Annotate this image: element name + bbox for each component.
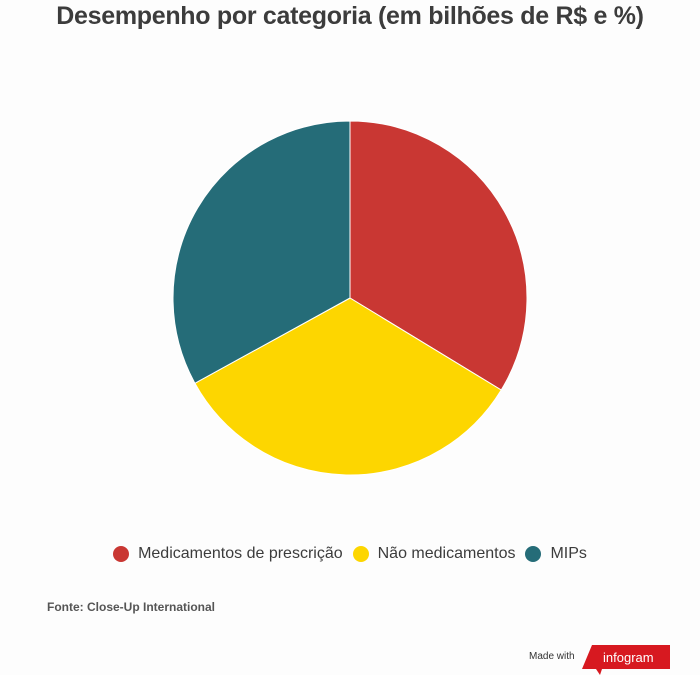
legend: Medicamentos de prescrição Não medicamen… bbox=[0, 545, 700, 563]
pie-slice-0[interactable] bbox=[349, 120, 528, 391]
legend-swatch bbox=[352, 546, 369, 562]
legend-item[interactable]: MIPs bbox=[525, 545, 587, 563]
pie-chart bbox=[172, 120, 528, 476]
infogram-logo[interactable] bbox=[582, 645, 670, 675]
pie-slice-1[interactable] bbox=[194, 297, 502, 476]
chart-title: Desempenho por categoria (em bilhões de … bbox=[56, 2, 644, 30]
legend-swatch bbox=[113, 546, 130, 562]
legend-label: Não medicamentos bbox=[377, 545, 516, 562]
legend-label: Medicamentos de prescrição bbox=[138, 545, 343, 562]
legend-swatch bbox=[525, 546, 542, 562]
made-with-label: Made with bbox=[529, 651, 575, 662]
infogram-brand[interactable]: infogram bbox=[603, 650, 654, 665]
pie-slice-2[interactable] bbox=[172, 120, 351, 384]
legend-item[interactable]: Não medicamentos bbox=[352, 545, 516, 563]
legend-label: MIPs bbox=[550, 545, 587, 562]
source-note: Fonte: Close-Up International bbox=[47, 600, 215, 614]
legend-item[interactable]: Medicamentos de prescrição bbox=[113, 545, 343, 563]
